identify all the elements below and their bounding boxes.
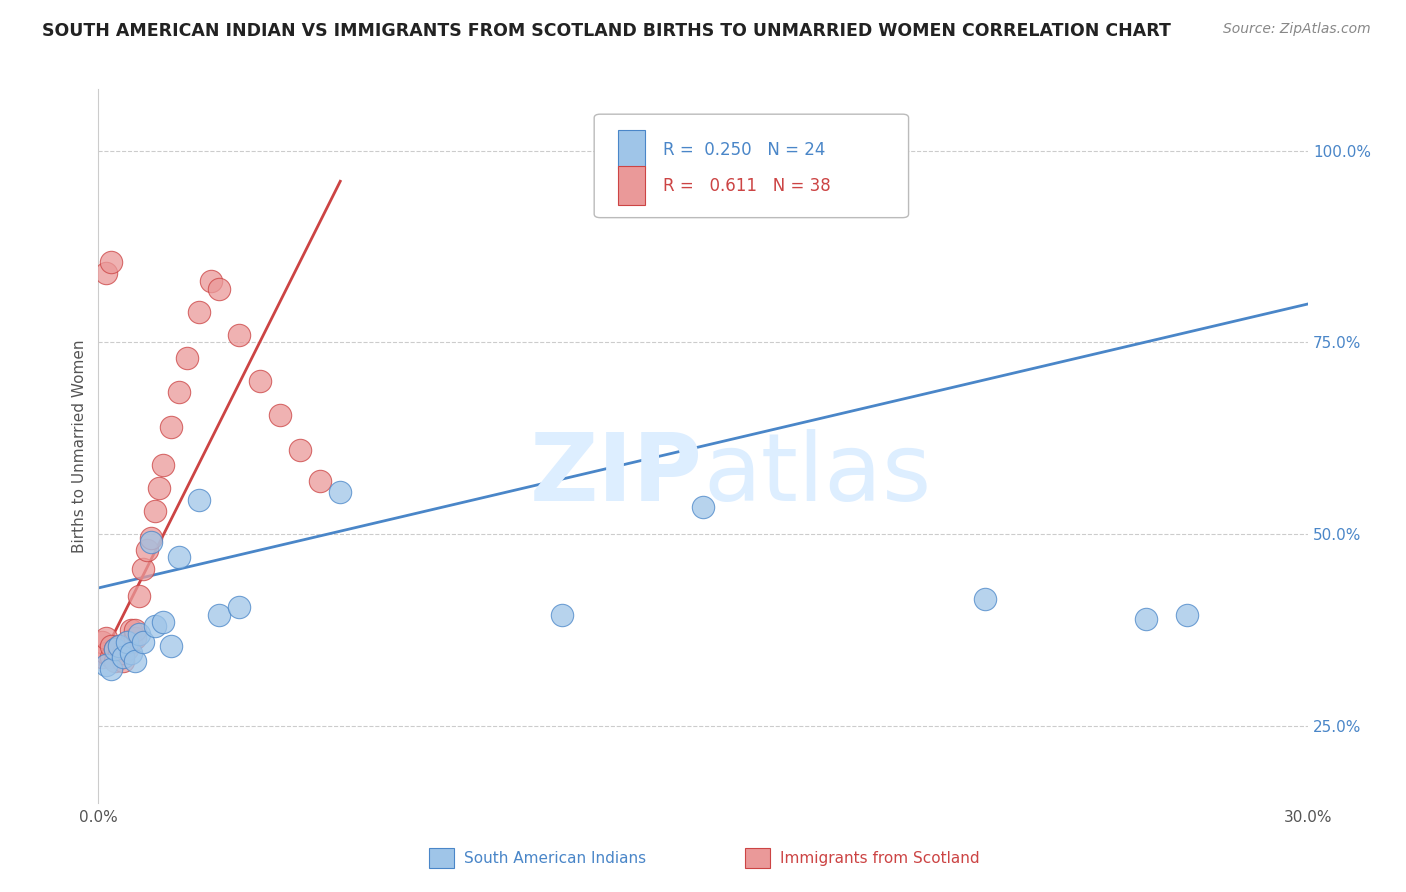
Text: Source: ZipAtlas.com: Source: ZipAtlas.com [1223, 22, 1371, 37]
Bar [619, 130, 645, 169]
Point [1135, 612, 1157, 626]
Text: SOUTH AMERICAN INDIAN VS IMMIGRANTS FROM SCOTLAND BIRTHS TO UNMARRIED WOMEN CORR: SOUTH AMERICAN INDIAN VS IMMIGRANTS FROM… [42, 22, 1171, 40]
Point [120, 623, 142, 637]
Point [111, 650, 134, 665]
Point [269, 409, 291, 423]
Point [228, 327, 250, 342]
Point [208, 282, 231, 296]
Point [135, 542, 157, 557]
Point [107, 639, 129, 653]
Text: R =   0.611   N = 38: R = 0.611 N = 38 [664, 177, 831, 194]
Point [143, 504, 166, 518]
Point [152, 615, 174, 630]
Point [115, 642, 138, 657]
Point [115, 634, 138, 648]
Point [103, 654, 125, 668]
Point [188, 492, 211, 507]
Point [96, 657, 118, 672]
Point [167, 550, 190, 565]
Point [132, 562, 155, 576]
Point [148, 481, 170, 495]
Text: R =  0.250   N = 24: R = 0.250 N = 24 [664, 141, 825, 159]
Point [188, 304, 211, 318]
Point [120, 646, 142, 660]
Point [100, 639, 122, 653]
Text: South American Indians: South American Indians [464, 851, 647, 865]
Point [132, 634, 155, 648]
Point [152, 458, 174, 473]
Point [160, 419, 183, 434]
Point [160, 639, 183, 653]
Text: atlas: atlas [703, 428, 931, 521]
Point [96, 266, 118, 280]
Point [124, 654, 146, 668]
Point [551, 607, 574, 622]
Point [91, 650, 114, 665]
Point [249, 374, 271, 388]
Point [103, 642, 125, 657]
Point [107, 639, 129, 653]
Point [124, 623, 146, 637]
Point [329, 485, 352, 500]
Point [309, 474, 332, 488]
Point [228, 600, 250, 615]
Point [288, 442, 311, 457]
Point [143, 619, 166, 633]
Point [167, 385, 190, 400]
Point [100, 661, 122, 675]
Point [128, 589, 150, 603]
Text: ZIP: ZIP [530, 428, 703, 521]
Point [1175, 607, 1198, 622]
Y-axis label: Births to Unmarried Women: Births to Unmarried Women [72, 339, 87, 553]
Point [100, 255, 122, 269]
Point [100, 650, 122, 665]
Point [96, 646, 118, 660]
Point [96, 631, 118, 645]
Point [111, 646, 134, 660]
FancyBboxPatch shape [595, 114, 908, 218]
Point [139, 531, 162, 545]
Point [128, 627, 150, 641]
Point [103, 642, 125, 657]
Point [176, 351, 198, 365]
Point [208, 607, 231, 622]
Point [692, 500, 714, 515]
Point [120, 634, 142, 648]
Point [107, 646, 129, 660]
Bar [619, 166, 645, 205]
Point [974, 592, 997, 607]
Point [91, 634, 114, 648]
Point [124, 631, 146, 645]
Text: Immigrants from Scotland: Immigrants from Scotland [780, 851, 980, 865]
Point [111, 654, 134, 668]
Point [200, 274, 222, 288]
Point [115, 634, 138, 648]
Point [139, 535, 162, 549]
